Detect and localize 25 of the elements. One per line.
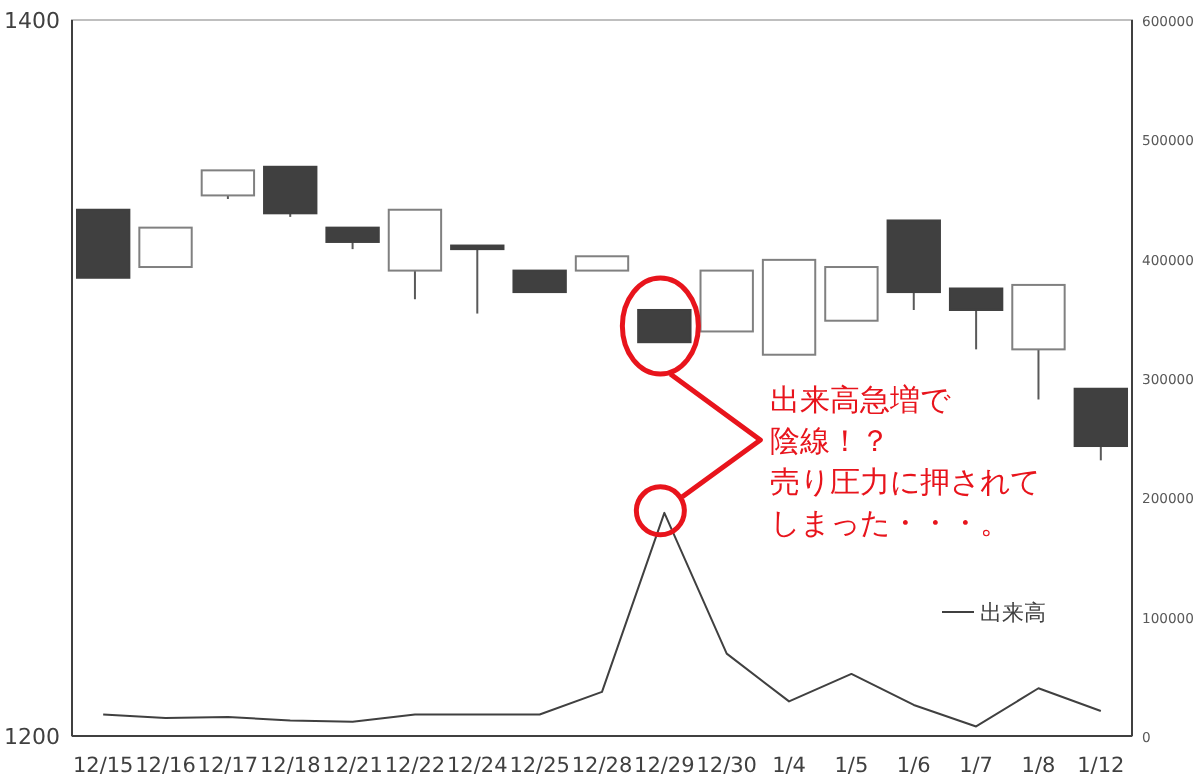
annotation: 売り圧力に押されて bbox=[770, 464, 1040, 500]
annotation: しまった・・・。 bbox=[770, 505, 1010, 541]
annotation: 出来高急増で bbox=[770, 382, 952, 418]
y-tick-label: 1200 bbox=[4, 724, 60, 750]
legend-label: 出来高 bbox=[980, 600, 1046, 626]
x-tick-label: 1/12 bbox=[1077, 754, 1125, 778]
x-tick-label: 12/21 bbox=[322, 754, 383, 778]
x-tick-label: 12/16 bbox=[135, 754, 197, 778]
x-tick-label: 1/4 bbox=[772, 754, 807, 778]
x-tick-label: 12/17 bbox=[197, 754, 259, 778]
x-tick-label: 12/15 bbox=[72, 754, 134, 778]
x-tick-label: 1/7 bbox=[959, 754, 994, 778]
x-tick-label: 12/24 bbox=[447, 754, 509, 778]
x-tick-label: 12/22 bbox=[384, 754, 446, 778]
x-tick-label: 1/5 bbox=[834, 754, 869, 778]
x-tick-label: 12/28 bbox=[571, 754, 633, 778]
candlestick bbox=[450, 244, 505, 315]
x-tick-label: 1/8 bbox=[1021, 754, 1056, 778]
annotation: 陰線！？ bbox=[770, 423, 890, 459]
y-tick-label: 1400 bbox=[4, 8, 60, 34]
x-tick-label: 1/6 bbox=[896, 754, 932, 778]
x-tick-label: 12/29 bbox=[634, 754, 695, 778]
x-tick-label: 12/18 bbox=[259, 754, 321, 778]
x-tick-label: 12/25 bbox=[509, 754, 570, 778]
x-tick-label: 12/30 bbox=[696, 754, 757, 778]
